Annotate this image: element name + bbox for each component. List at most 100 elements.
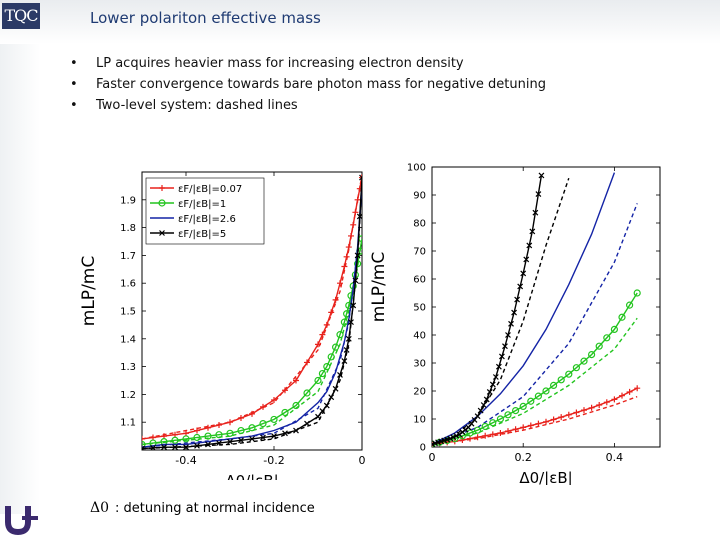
cross-marker (183, 444, 189, 450)
cross-marker (260, 434, 266, 441)
x-tick-label: -0.4 (175, 454, 196, 467)
series-line (432, 387, 638, 445)
cross-marker (216, 440, 222, 446)
plus-marker (352, 209, 359, 216)
legend-label: εF/|εB|=5 (178, 229, 226, 240)
circle-marker (557, 376, 565, 384)
cross-marker (489, 381, 496, 388)
plus-marker (505, 428, 511, 435)
circle-marker (158, 199, 166, 207)
cross-marker (505, 332, 511, 338)
header-bar (0, 0, 720, 44)
cross-marker (511, 309, 518, 316)
circle-marker (504, 411, 512, 419)
circle-marker (314, 376, 322, 385)
plus-marker (271, 396, 277, 403)
cross-marker (249, 435, 255, 442)
cross-marker (354, 252, 361, 259)
cross-marker (172, 444, 178, 450)
circle-marker (345, 301, 353, 310)
plus-marker (603, 399, 610, 406)
plus-marker (535, 420, 542, 427)
bullet-marker: • (70, 98, 78, 113)
cross-marker (535, 191, 542, 197)
plus-marker (341, 263, 348, 270)
bullet-marker: • (70, 77, 78, 92)
y-tick-label: 70 (413, 247, 426, 258)
bullet-marker: • (70, 56, 78, 71)
y-tick-label: 100 (407, 163, 426, 174)
cross-marker (492, 374, 499, 380)
y-tick-label: 1.1 (120, 418, 136, 429)
circle-marker (542, 387, 550, 395)
cross-marker (328, 394, 335, 401)
cross-marker (520, 270, 527, 277)
tqc-logo: TQC (2, 3, 40, 29)
circle-marker (193, 433, 201, 442)
circle-marker (323, 363, 331, 371)
circle-marker (588, 351, 596, 359)
plus-marker (573, 409, 580, 416)
cross-marker (341, 358, 348, 364)
circle-marker (633, 289, 641, 297)
circle-marker (618, 313, 626, 321)
cross-marker (538, 172, 545, 179)
circle-marker (327, 353, 335, 361)
cross-marker (529, 228, 536, 235)
plus-marker (558, 414, 565, 421)
plus-marker (581, 407, 587, 414)
cross-marker (194, 442, 200, 449)
plus-marker (337, 280, 343, 287)
y-tick-label: 1.4 (120, 334, 136, 345)
cross-marker (532, 209, 539, 216)
plus-marker (216, 421, 222, 428)
cross-marker (480, 402, 487, 408)
plus-marker (619, 392, 625, 399)
circle-marker (336, 331, 344, 339)
plus-marker (634, 385, 641, 392)
bullet-text: Two-level system: dashed lines (96, 98, 298, 113)
plus-marker (345, 244, 352, 251)
plus-marker (611, 396, 618, 403)
cross-marker (477, 407, 484, 414)
cross-marker (227, 438, 233, 445)
y-tick-label: 40 (413, 331, 426, 342)
cross-marker (205, 441, 211, 448)
y-tick-label: 50 (413, 303, 426, 314)
circle-marker (481, 422, 489, 431)
plus-marker (474, 434, 481, 441)
plus-marker (482, 432, 489, 439)
y-tick-label: 30 (413, 359, 426, 370)
y-tick-label: 90 (413, 191, 426, 202)
y-tick-label: 1.6 (120, 279, 136, 290)
cross-marker (150, 444, 156, 450)
y-axis-label: mLP/mC (80, 256, 99, 326)
cross-marker (486, 389, 493, 395)
plus-marker (315, 341, 321, 348)
circle-marker (432, 440, 436, 447)
cross-marker (498, 353, 505, 360)
circle-marker (303, 389, 311, 397)
cross-marker (526, 242, 533, 249)
series-line (432, 172, 616, 445)
plus-marker (520, 424, 527, 431)
right-plot: 0 10 20 30 40 50 60 70 80 90 100 0 0.2 0.4 mLP/mC Δ0/|ε… (370, 163, 661, 485)
plus-marker (328, 309, 335, 316)
plus-marker (332, 296, 339, 303)
university-logo (5, 506, 38, 536)
cross-marker (348, 319, 354, 326)
plus-marker (565, 411, 572, 418)
cross-marker (304, 420, 310, 427)
plus-marker (159, 185, 165, 191)
cross-marker (142, 445, 145, 450)
plot-area (432, 172, 641, 447)
cross-marker (282, 430, 288, 437)
circle-marker (595, 342, 603, 350)
cross-marker (319, 408, 326, 415)
circle-marker (340, 318, 348, 326)
bullet-item: • Two-level system: dashed lines (70, 96, 546, 117)
x-tick-label: 0 (359, 454, 366, 467)
plus-marker (497, 430, 504, 436)
plus-marker (588, 404, 595, 411)
plus-marker (260, 403, 266, 410)
